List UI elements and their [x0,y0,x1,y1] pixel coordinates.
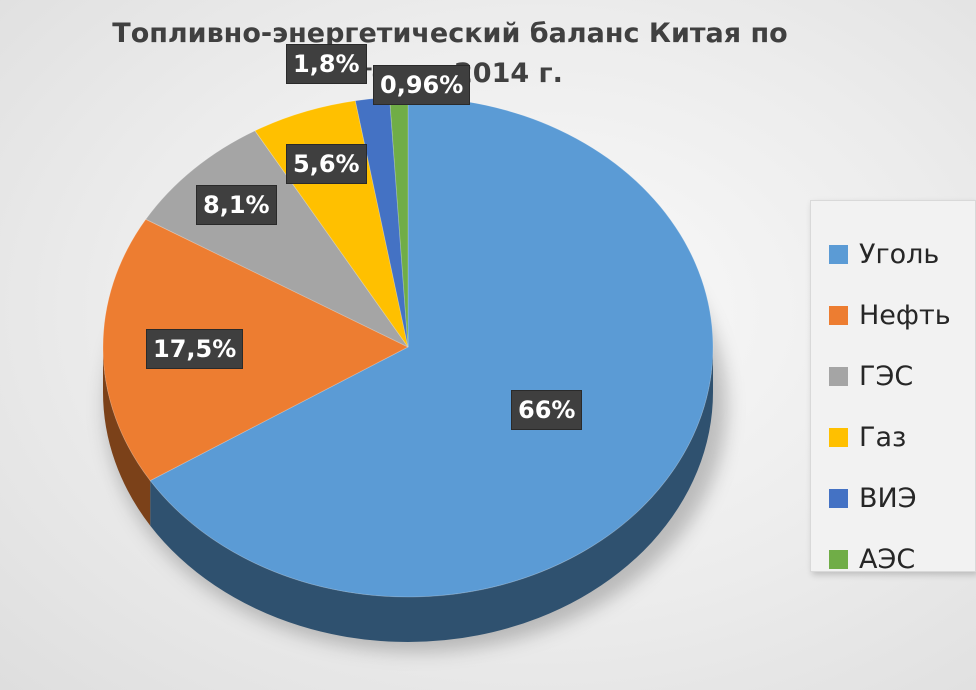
legend: Уголь Нефть ГЭС Газ ВИЭ АЭС [810,200,976,575]
legend-item-4: ВИЭ [829,478,917,518]
data-label-0: 66% [511,390,583,430]
legend-item-1: Нефть [829,295,951,335]
legend-swatch [829,305,848,325]
legend-item-0: Уголь [829,234,939,274]
data-label-5: 0,96% [373,65,471,105]
legend-item-2: ГЭС [829,356,913,396]
legend-swatch [829,549,848,569]
legend-swatch [829,427,848,447]
pie-slice-0 [149,96,714,598]
data-label-4: 1,8% [286,44,367,84]
data-label-3: 5,6% [286,144,367,184]
data-label-2: 8,1% [196,185,277,225]
legend-label: Уголь [859,238,940,270]
pie-slice-side-0 [150,347,714,642]
legend-swatch [829,244,848,264]
legend-item-5: АЭС [829,539,915,579]
pie-slice-side-1 [103,347,151,526]
legend-label: ВИЭ [859,482,917,514]
legend-label: ГЭС [859,360,914,392]
legend-item-3: Газ [829,417,906,457]
pie-slice-1 [102,218,409,482]
data-label-1: 17,5% [146,329,244,369]
pie-slice-2 [145,130,409,348]
chart-title-line-1: Топливно-энергетический баланс Китая по [112,18,788,49]
legend-swatch [829,366,848,386]
legend-label: Нефть [859,299,951,331]
legend-label: АЭС [859,543,916,575]
legend-label: Газ [859,421,907,453]
legend-swatch [829,488,848,508]
